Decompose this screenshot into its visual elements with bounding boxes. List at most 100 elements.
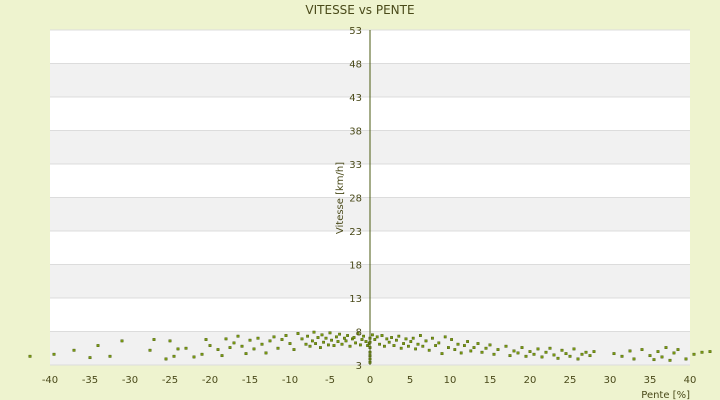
data-point xyxy=(440,352,444,356)
data-point xyxy=(280,338,284,341)
x-tick-label: -10 xyxy=(282,375,298,386)
data-point xyxy=(692,352,696,356)
data-point xyxy=(256,336,260,340)
y-tick-label: 38 xyxy=(349,127,362,138)
data-point xyxy=(504,344,508,348)
data-point xyxy=(204,338,208,341)
data-point xyxy=(336,340,340,343)
data-point xyxy=(472,346,476,349)
data-point xyxy=(456,342,460,346)
data-point xyxy=(532,352,536,356)
data-point xyxy=(296,332,300,335)
data-point xyxy=(431,336,434,340)
data-point xyxy=(324,336,328,340)
data-point xyxy=(708,350,712,353)
data-point xyxy=(148,348,152,352)
x-tick-label: -15 xyxy=(242,375,258,386)
data-point xyxy=(320,333,324,337)
data-point xyxy=(240,344,244,348)
data-point xyxy=(528,350,532,353)
data-point xyxy=(640,348,644,351)
data-point xyxy=(648,354,652,358)
data-point xyxy=(260,342,264,346)
data-point xyxy=(556,356,560,360)
x-tick-label: 10 xyxy=(444,375,457,386)
data-point xyxy=(248,338,252,342)
data-point xyxy=(314,342,317,345)
data-point xyxy=(236,334,240,338)
data-point xyxy=(328,331,332,335)
data-point xyxy=(664,346,668,349)
data-point xyxy=(383,344,386,348)
data-point xyxy=(632,357,636,361)
data-point xyxy=(343,336,346,340)
data-point xyxy=(453,348,457,351)
data-point xyxy=(378,342,381,346)
data-point xyxy=(375,335,379,339)
data-point xyxy=(676,348,680,351)
data-point xyxy=(544,350,548,354)
data-point xyxy=(352,336,356,339)
data-point xyxy=(409,340,413,343)
data-point xyxy=(407,344,410,348)
data-point xyxy=(419,334,422,337)
data-point xyxy=(200,352,204,356)
data-point xyxy=(484,346,488,350)
data-point xyxy=(371,333,374,337)
data-point xyxy=(224,337,228,341)
data-point xyxy=(344,339,348,343)
data-point xyxy=(338,332,341,336)
x-tick-label: -30 xyxy=(122,375,138,386)
data-point xyxy=(540,355,544,359)
data-point xyxy=(340,342,344,346)
data-point xyxy=(404,337,408,341)
data-point xyxy=(536,347,540,351)
data-point xyxy=(306,334,309,338)
data-point xyxy=(512,349,516,353)
data-point xyxy=(416,342,420,346)
x-tick-label: 35 xyxy=(644,375,657,386)
data-point xyxy=(660,355,664,359)
data-point xyxy=(348,344,352,348)
data-point xyxy=(492,352,496,356)
data-point xyxy=(292,348,296,351)
data-point xyxy=(366,344,369,347)
data-point xyxy=(284,334,288,337)
data-point xyxy=(411,336,415,340)
data-point xyxy=(28,354,32,358)
data-point xyxy=(268,339,272,343)
x-tick-label: 40 xyxy=(684,375,697,386)
data-point xyxy=(469,349,473,353)
y-tick-label: 23 xyxy=(349,227,362,238)
data-point xyxy=(272,335,276,339)
y-tick-label: 13 xyxy=(349,294,362,305)
data-point xyxy=(216,348,220,351)
data-point xyxy=(592,350,596,353)
data-point xyxy=(362,334,365,338)
data-point xyxy=(572,347,576,351)
x-tick-labels: -40 -35 -30 -25 -20 -15 -10 -5 0 5 10 15 20 25 30 35 40 xyxy=(42,375,697,386)
data-point xyxy=(580,352,584,356)
data-point xyxy=(184,346,188,350)
data-point xyxy=(421,344,425,348)
data-point xyxy=(584,350,588,354)
y-tick-label: 33 xyxy=(349,160,362,171)
y-axis-label: Vitesse [km/h] xyxy=(335,162,346,234)
data-point xyxy=(520,346,524,349)
data-point xyxy=(172,354,176,358)
data-points xyxy=(28,330,712,364)
data-point xyxy=(373,338,377,341)
data-point xyxy=(443,335,447,339)
x-tick-label: -25 xyxy=(162,375,178,386)
data-point xyxy=(354,341,357,345)
data-point xyxy=(560,348,564,352)
data-point xyxy=(390,336,393,339)
chart-title: VITESSE vs PENTE xyxy=(305,3,414,17)
data-point xyxy=(332,344,336,347)
y-tick-label: 8 xyxy=(356,328,362,339)
data-point xyxy=(52,352,56,356)
data-point xyxy=(304,342,308,346)
data-point xyxy=(552,353,556,357)
data-point xyxy=(208,344,212,347)
